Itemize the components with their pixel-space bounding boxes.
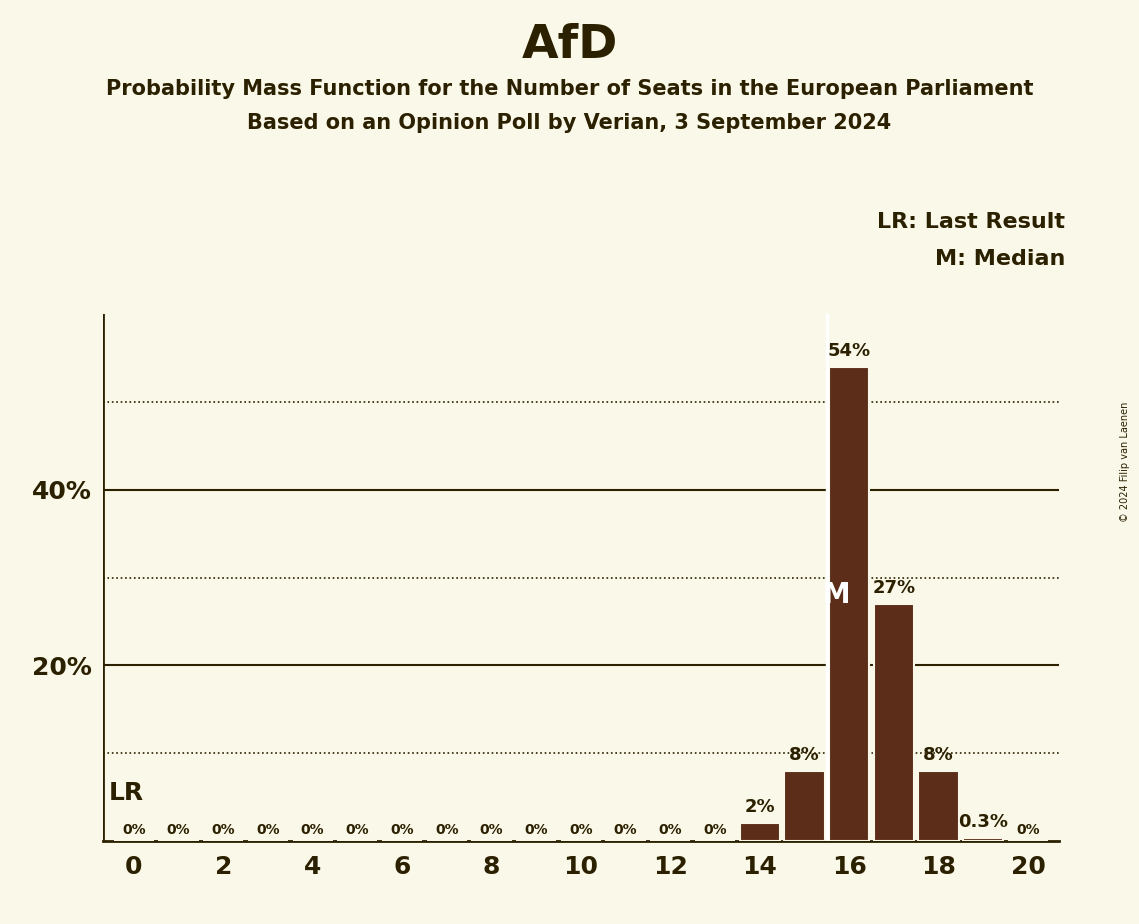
Text: 0%: 0% <box>658 823 682 837</box>
Text: Based on an Opinion Poll by Verian, 3 September 2024: Based on an Opinion Poll by Verian, 3 Se… <box>247 113 892 133</box>
Text: 8%: 8% <box>924 746 954 763</box>
Text: 0%: 0% <box>1016 823 1040 837</box>
Text: 0%: 0% <box>345 823 369 837</box>
Text: 0%: 0% <box>166 823 190 837</box>
Text: 0%: 0% <box>570 823 592 837</box>
Text: 0%: 0% <box>524 823 548 837</box>
Text: 0%: 0% <box>435 823 459 837</box>
Text: 0%: 0% <box>301 823 325 837</box>
Text: © 2024 Filip van Laenen: © 2024 Filip van Laenen <box>1121 402 1130 522</box>
Text: 0%: 0% <box>703 823 727 837</box>
Text: LR: LR <box>109 781 145 805</box>
Text: 0%: 0% <box>212 823 235 837</box>
Text: 0%: 0% <box>480 823 503 837</box>
Text: 2%: 2% <box>745 798 775 816</box>
Bar <box>829 367 869 841</box>
Bar <box>785 771 825 841</box>
Bar <box>964 838 1003 841</box>
Bar <box>739 823 780 841</box>
Bar <box>874 604 913 841</box>
Text: AfD: AfD <box>522 23 617 68</box>
Text: M: M <box>822 581 851 609</box>
Text: 0.3%: 0.3% <box>958 813 1008 832</box>
Bar <box>918 771 959 841</box>
Text: 27%: 27% <box>872 578 916 597</box>
Text: M: Median: M: Median <box>935 249 1065 269</box>
Text: 0%: 0% <box>256 823 280 837</box>
Text: Probability Mass Function for the Number of Seats in the European Parliament: Probability Mass Function for the Number… <box>106 79 1033 99</box>
Text: 0%: 0% <box>122 823 146 837</box>
Text: 0%: 0% <box>391 823 413 837</box>
Text: LR: Last Result: LR: Last Result <box>877 212 1065 232</box>
Text: 0%: 0% <box>614 823 638 837</box>
Text: 8%: 8% <box>789 746 820 763</box>
Text: 54%: 54% <box>828 342 870 359</box>
